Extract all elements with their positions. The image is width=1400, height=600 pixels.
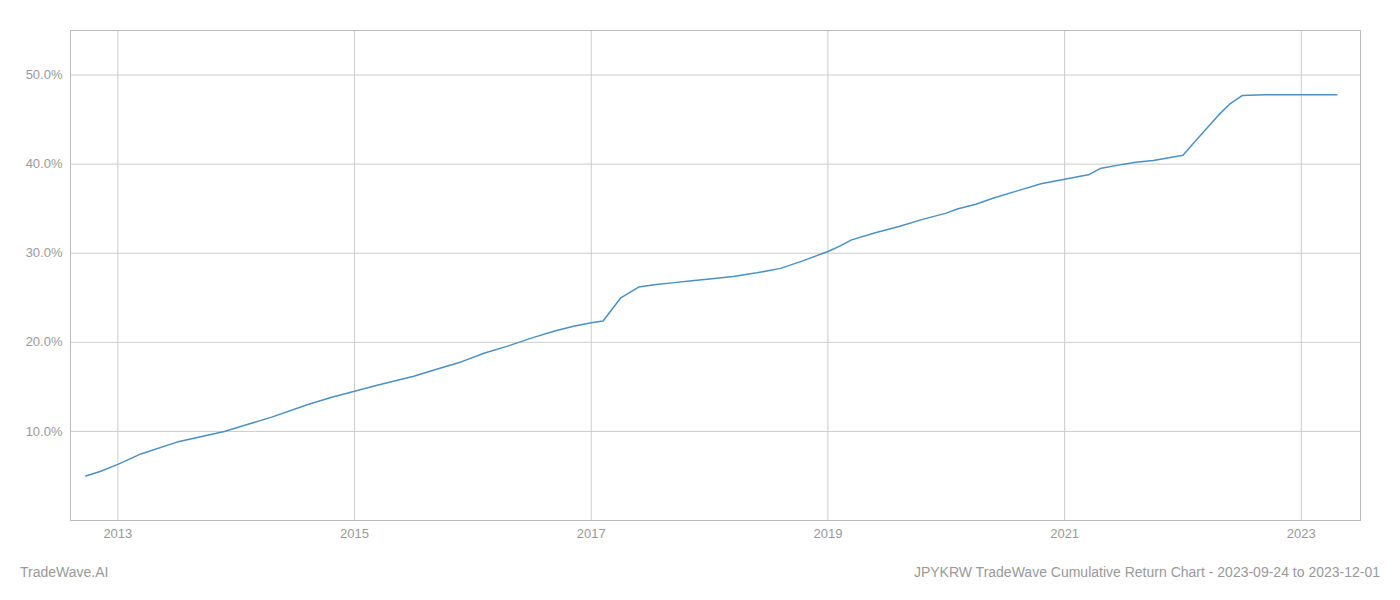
html-text:TradeWave.AI: TradeWave.AI (20, 564, 109, 580)
svg-text:40.0%: 40.0% (26, 156, 63, 171)
svg-text:2019: 2019 (813, 526, 842, 541)
svg-text:2015: 2015 (340, 526, 369, 541)
html-text:JPYKRW TradeWave Cumulative Re: JPYKRW TradeWave Cumulative Return Chart… (913, 564, 1380, 580)
svg-text:30.0%: 30.0% (26, 245, 63, 260)
svg-text:2021: 2021 (1050, 526, 1079, 541)
svg-text:2013: 2013 (103, 526, 132, 541)
svg-text:50.0%: 50.0% (26, 67, 63, 82)
svg-text:2023: 2023 (1287, 526, 1316, 541)
svg-text:10.0%: 10.0% (26, 424, 63, 439)
svg-text:20.0%: 20.0% (26, 334, 63, 349)
svg-text:2017: 2017 (577, 526, 606, 541)
